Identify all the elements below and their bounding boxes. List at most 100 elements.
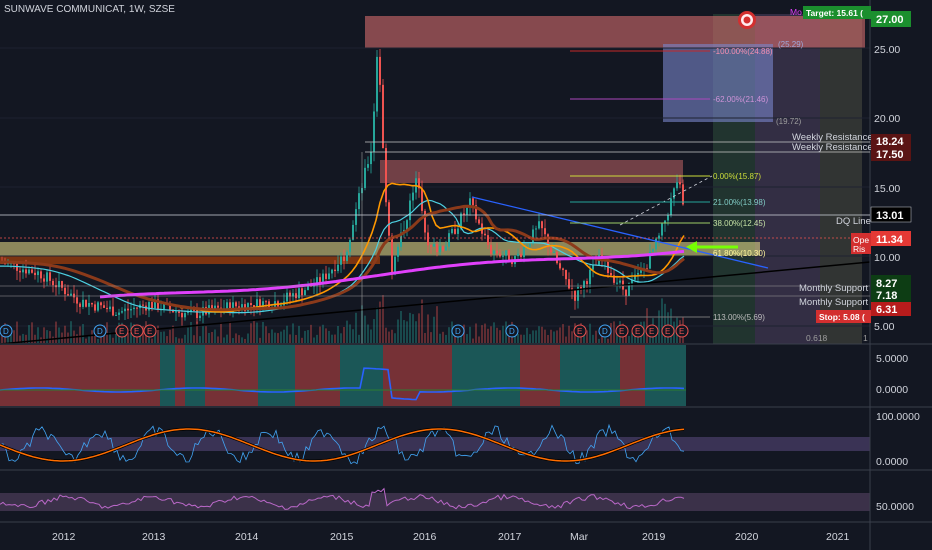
event-marker-circle — [645, 324, 659, 338]
candle-body — [184, 313, 186, 318]
price-tick-15: 15.00 — [874, 183, 900, 195]
price-tag-last-text: 13.01 — [876, 210, 904, 222]
volume-bar — [433, 316, 435, 343]
candle-body — [370, 151, 372, 165]
event-marker-label: E — [665, 327, 670, 336]
volume-bar — [352, 329, 354, 343]
weekly-resistance-label-1: Weekly Resistance — [792, 132, 873, 143]
time-tick-2021: 2021 — [826, 531, 850, 543]
volume-bar — [10, 334, 12, 343]
volume-bar — [565, 336, 567, 343]
candle-body — [589, 269, 591, 285]
candle-body — [214, 305, 216, 310]
volume-bar — [286, 325, 288, 343]
volume-bar — [55, 321, 57, 343]
event-marker-circle — [505, 324, 519, 338]
fib-box-top: (25.29) — [778, 40, 804, 49]
candle-body — [31, 269, 33, 273]
event-marker-label: E — [119, 327, 124, 336]
candle-body — [376, 56, 378, 112]
candle-body — [97, 302, 99, 311]
volume-bar — [106, 322, 108, 343]
candle-body — [256, 299, 258, 309]
candle-body — [115, 314, 117, 316]
macd-tick-5: 5.0000 — [876, 353, 908, 365]
volume-bar — [472, 338, 474, 343]
volume-bar — [226, 334, 228, 343]
volume-bar — [328, 330, 330, 343]
event-marker-label: D — [509, 327, 515, 336]
volume-bar — [232, 338, 234, 343]
dq-line-label: DQ Line — [836, 216, 871, 227]
candle-body — [586, 281, 588, 285]
time-tick-2015: 2015 — [330, 531, 354, 543]
volume-bar — [556, 330, 558, 343]
risk-label: Ris — [853, 244, 865, 254]
volume-bar — [193, 335, 195, 343]
candle-body — [85, 299, 87, 307]
volume-bar — [115, 328, 117, 343]
fib-label-m62: -62.00%(21.46) — [713, 95, 768, 104]
volume-bar — [253, 321, 255, 343]
candle-body — [67, 294, 69, 296]
volume-bar — [637, 337, 639, 343]
volume-bar — [463, 324, 465, 343]
candle-body — [43, 278, 45, 282]
monthly-support-label-2: Monthly Support — [799, 297, 869, 308]
volume-bar — [289, 334, 291, 343]
volume-bar — [256, 322, 258, 343]
candle-body — [40, 271, 42, 279]
volume-bar — [553, 331, 555, 343]
volume-bar — [229, 321, 231, 343]
rsi-tick-50: 50.0000 — [876, 501, 914, 513]
candle-body — [652, 249, 654, 252]
candle-body — [409, 200, 411, 221]
volume-bar — [517, 333, 519, 343]
candle-body — [322, 273, 324, 285]
volume-bar — [151, 338, 153, 343]
candle-body — [583, 281, 585, 291]
candle-body — [331, 269, 333, 274]
candle-body — [517, 253, 519, 257]
volume-bar — [616, 329, 618, 343]
volume-bar — [655, 335, 657, 343]
monthly-support-label-1: Monthly Support — [799, 283, 869, 294]
candle-body — [199, 315, 201, 318]
volume-bar — [247, 333, 249, 343]
volume-bar — [661, 298, 663, 343]
candle-body — [301, 288, 303, 296]
macd-band — [620, 345, 645, 406]
volume-bar — [127, 331, 129, 343]
volume-bar — [217, 336, 219, 343]
volume-bar — [358, 334, 360, 343]
candle-body — [673, 188, 675, 199]
volume-bar — [403, 320, 405, 343]
fib-label-113: 113.00%(5.69) — [713, 313, 765, 322]
price-tag-support-2 — [871, 289, 911, 302]
volume-bar — [388, 331, 390, 343]
candle-body — [286, 292, 288, 302]
one-label: 1 — [863, 333, 868, 343]
price-tag-open-text: 11.34 — [876, 234, 904, 246]
event-marker-circle — [573, 324, 587, 338]
volume-bar — [430, 332, 432, 343]
candle-body — [106, 307, 108, 310]
stochastic-panel — [0, 423, 870, 465]
target-badge — [803, 6, 871, 19]
arrow-left-icon — [686, 241, 738, 253]
volume-bar — [28, 325, 30, 343]
event-marker-label: E — [635, 327, 640, 336]
volume-bar — [196, 321, 198, 343]
macd-band — [160, 345, 175, 406]
candle-body — [217, 305, 219, 308]
volume-bar — [499, 330, 501, 343]
volume-bar — [169, 329, 171, 343]
volume-bar — [187, 327, 189, 343]
event-marker-circle — [115, 324, 129, 338]
target-icon[interactable] — [738, 11, 756, 29]
volume-bar — [475, 323, 477, 343]
volume-bar — [109, 332, 111, 343]
fib-label-0: 0.00%(15.87) — [713, 172, 761, 181]
